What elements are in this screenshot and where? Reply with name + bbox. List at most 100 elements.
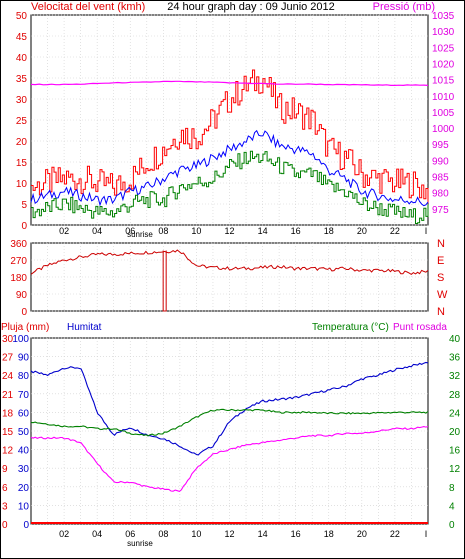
humidity-tick-label: 100 (12, 334, 29, 345)
wind-tick-label: 0 (21, 221, 27, 232)
panel1-x-tick-labels: 02 04 06 08 10 12 14 16 18 20 22 I (59, 226, 427, 236)
direction-tick-label: 270 (10, 256, 27, 267)
x-tick-label: 04 (92, 529, 102, 539)
x-tick-label: 22 (390, 226, 400, 236)
panel3-series (30, 361, 429, 524)
x-tick-label: 04 (92, 226, 102, 236)
wind-tick-label: 35 (16, 74, 28, 85)
compass-label: E (437, 255, 444, 267)
x-tick-label: 02 (59, 226, 69, 236)
pressure-tick-label: 1035 (432, 11, 455, 22)
temperature-tick-label: 36 (449, 353, 461, 364)
compass-label: N (437, 238, 445, 250)
rain-tick-label: 30 (2, 334, 14, 345)
series-dew (30, 426, 429, 493)
pressure-tick-labels: 975 980 985 990 995 1000 1005 1010 1015 1020 1025 1… (432, 11, 455, 216)
dewpoint-axis-title: Punt rosada (393, 322, 447, 333)
humidity-tick-labels: 0 10 20 30 40 50 60 70 80 90 100 (12, 334, 29, 531)
series-pressure (30, 80, 429, 87)
direction-tick-label: 90 (16, 290, 28, 301)
x-tick-label: 08 (158, 529, 168, 539)
rain-tick-label: 15 (2, 427, 14, 438)
panel1-gridlines (31, 14, 428, 226)
humidity-tick-label: 70 (18, 390, 30, 401)
x-tick-label: 22 (390, 529, 400, 539)
wind-tick-label: 50 (16, 11, 28, 22)
temperature-tick-label: 28 (449, 390, 461, 401)
wind-tick-label: 10 (16, 179, 28, 190)
temperature-humidity-panel: Pluja (mm) Humitat Temperatura (°C) Punt… (1, 322, 461, 548)
pressure-tick-label: 1020 (432, 59, 455, 70)
wind-axis-title: Velocitat del vent (kmh) (31, 1, 145, 13)
x-tick-label: 16 (291, 529, 301, 539)
temperature-tick-label: 8 (449, 483, 455, 494)
humidity-tick-label: 30 (18, 464, 30, 475)
compass-label: N (437, 306, 445, 318)
x-tick-label: 12 (224, 529, 234, 539)
direction-degree-labels: 0 90 180 270 360 (10, 239, 27, 318)
compass-label: S (437, 272, 444, 284)
direction-tick-label: 0 (21, 307, 27, 318)
x-tick-label: 16 (291, 226, 301, 236)
x-tick-label: 06 (125, 529, 135, 539)
pressure-axis-title: Pressió (mb) (373, 1, 435, 13)
series-gust (31, 69, 429, 204)
pressure-tick-label: 1000 (432, 124, 455, 135)
humidity-tick-label: 80 (18, 371, 30, 382)
x-tick-label: 20 (357, 529, 367, 539)
wind-tick-labels: 0 5 10 15 20 25 30 35 40 45 50 (16, 11, 28, 232)
x-tick-label: 10 (191, 529, 201, 539)
panel1-series (30, 69, 429, 224)
x-tick-label: 20 (357, 226, 367, 236)
rain-tick-labels: 0 3 6 9 12 15 18 21 24 27 30 (2, 334, 14, 531)
pressure-tick-label: 985 (432, 173, 449, 184)
humidity-tick-label: 90 (18, 353, 30, 364)
temperature-tick-labels: 0 4 8 12 16 20 24 28 32 36 40 (449, 334, 461, 531)
humidity-tick-label: 10 (18, 501, 30, 512)
direction-tick-label: 360 (10, 239, 27, 250)
x-tick-label: 14 (258, 529, 268, 539)
direction-drop (162, 250, 167, 312)
humidity-axis-title: Humitat (67, 322, 102, 333)
compass-label: W (437, 289, 448, 301)
x-tick-label: 02 (59, 529, 69, 539)
temperature-tick-label: 20 (449, 427, 461, 438)
wind-tick-label: 15 (16, 158, 28, 169)
rain-tick-label: 24 (2, 371, 14, 382)
temperature-tick-label: 24 (449, 408, 461, 419)
wind-tick-label: 30 (16, 95, 28, 106)
direction-tick-label: 180 (10, 273, 27, 284)
temperature-tick-label: 16 (449, 446, 461, 457)
rain-tick-label: 21 (2, 390, 14, 401)
series-temperature (30, 408, 429, 437)
wind-tick-label: 20 (16, 137, 28, 148)
humidity-tick-label: 60 (18, 408, 30, 419)
pressure-tick-label: 995 (432, 140, 449, 151)
temperature-tick-label: 32 (449, 371, 461, 382)
wind-tick-label: 40 (16, 53, 28, 64)
sunrise-label-bottom: sunrise (127, 539, 153, 548)
humidity-tick-label: 0 (23, 520, 29, 531)
x-tick-label: 08 (158, 226, 168, 236)
series-wind (30, 129, 429, 207)
rain-tick-label: 9 (2, 464, 8, 475)
panel3-x-tick-labels: 02 04 06 08 10 12 14 16 18 20 22 I (59, 529, 427, 539)
rain-tick-label: 27 (2, 353, 14, 364)
rain-axis-title: Pluja (mm) (1, 322, 49, 333)
x-tick-label: 14 (258, 226, 268, 236)
series-gust_dir_mean (31, 150, 429, 224)
pressure-tick-label: 1015 (432, 76, 455, 87)
chart-title: 24 hour graph day : 09 Junio 2012 (167, 1, 335, 13)
x-tick-label: 06 (125, 226, 135, 236)
pressure-tick-label: 1030 (432, 27, 455, 38)
wind-tick-label: 25 (16, 116, 28, 127)
x-tick-label: 10 (191, 226, 201, 236)
wind-tick-label: 45 (16, 32, 28, 43)
x-tick-label: 18 (324, 226, 334, 236)
x-tick-label: I (425, 226, 428, 236)
temperature-tick-label: 12 (449, 464, 461, 475)
x-tick-label: 12 (224, 226, 234, 236)
rain-tick-label: 3 (2, 501, 8, 512)
